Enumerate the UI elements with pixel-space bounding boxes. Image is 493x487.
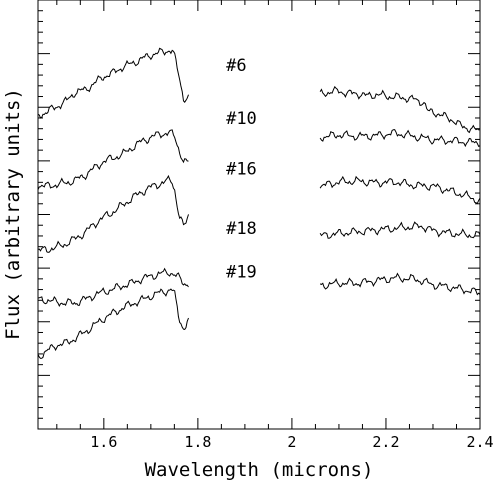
series-labels: #6 #10 #16 #18 #19 — [226, 56, 257, 283]
spectrum-k-band-line — [319, 175, 481, 205]
series-label: #19 — [226, 263, 257, 283]
x-tick-label: 1.8 — [184, 433, 211, 451]
spectrum-h-band-line — [37, 129, 189, 190]
spectrum-h-band-line — [37, 47, 189, 119]
x-tick-label: 1.6 — [90, 433, 117, 451]
spectrum-h-band-line — [37, 288, 189, 359]
spectrum-k-band-line — [319, 221, 481, 239]
x-tick-label: 2.4 — [466, 433, 493, 451]
series-label: #16 — [226, 160, 257, 180]
series-label: #18 — [226, 219, 257, 239]
x-tick-label: 2 — [287, 433, 296, 451]
spectrum-k-band-line — [319, 272, 481, 296]
x-axis-label: Wavelength (microns) — [145, 459, 374, 481]
x-tick-label: 2.2 — [372, 433, 399, 451]
series-label: #10 — [226, 109, 257, 129]
spectrum-h-band-line — [37, 174, 189, 253]
axis-ticks — [38, 0, 481, 429]
series-layer — [37, 47, 481, 359]
series-label: #6 — [226, 56, 246, 76]
spectrum-k-band-line — [319, 129, 481, 148]
y-axis-label: Flux (arbitrary units) — [2, 88, 24, 340]
x-tick-labels: 1.6 1.8 2 2.2 2.4 — [90, 433, 493, 451]
spectrum-k-band-line — [319, 85, 481, 134]
spectrum-h-band-line — [37, 267, 189, 307]
